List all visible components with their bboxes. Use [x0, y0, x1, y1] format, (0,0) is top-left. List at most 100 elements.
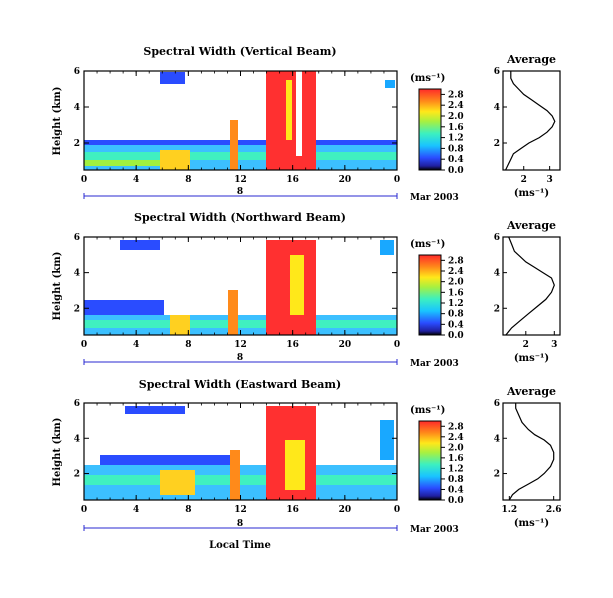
avg-y-tick-label: 6: [494, 233, 500, 243]
heatmap-field: [84, 240, 397, 335]
colorbar-tick-label: 1.6: [448, 288, 464, 298]
avg-y-tick-label: 2: [494, 470, 500, 480]
average-title: Average: [506, 385, 556, 398]
x-tick-label: 4: [133, 505, 139, 515]
colorbar-tick-label: 0.8: [448, 144, 464, 154]
x-tick-label: 16: [286, 505, 299, 515]
day-label: 8: [237, 353, 243, 363]
colorbar: (ms⁻¹) 0.00.40.81.21.62.02.42.8: [410, 73, 464, 176]
x-ticks: 0 4 8 12 16 20 0: [81, 71, 400, 185]
x-tick-label: 0: [81, 175, 87, 185]
colorbar-tick-label: 2.4: [448, 433, 464, 443]
boundary-layer-cyan: [84, 152, 397, 160]
band-cool-core: [286, 80, 292, 140]
average-profile-line: [505, 236, 555, 336]
colorbar-tick-label: 1.2: [448, 299, 464, 309]
colorbar-tick-label: 1.2: [448, 134, 464, 144]
avg-x-tick-label: 1.2: [501, 505, 517, 515]
boundary-layer-top: [84, 140, 397, 145]
x-tick-label: 0: [394, 175, 400, 185]
x-tick-label: 12: [234, 175, 247, 185]
average-xlabel: (ms⁻¹): [514, 353, 549, 364]
chart-title: Spectral Width (Eastward Beam): [139, 378, 341, 391]
y-axis-label: Height (km): [52, 252, 63, 321]
chart-title: Spectral Width (Northward Beam): [134, 211, 346, 224]
aloft-echo-1: [120, 240, 160, 250]
boundary-layer-top: [84, 300, 164, 315]
high-width-gap: [296, 71, 302, 156]
colorbar-tick-label: 0.8: [448, 475, 464, 485]
colorbar-tick-label: 0.4: [448, 155, 464, 165]
noon-cell: [230, 450, 240, 500]
colorbar: (ms⁻¹) 0.00.40.81.21.62.02.42.8: [410, 405, 464, 506]
avg-x-tick-label: 2: [521, 175, 527, 185]
day-axes: 8 Mar 2003 8 Mar 2003 8 Mar 2003: [83, 187, 459, 535]
colorbar-tick-label: 1.6: [448, 123, 464, 133]
low-width-band: [84, 160, 164, 166]
aloft-echo-1: [125, 406, 185, 414]
colorbar-gradient: [418, 254, 442, 336]
average-frame: [502, 236, 561, 336]
y-axis-label: Height (km): [52, 418, 63, 487]
y-ticks: 2 4 6: [74, 67, 397, 149]
x-tick-label: 0: [394, 505, 400, 515]
colorbar-tick-label: 2.4: [448, 101, 464, 111]
x-axis-label: Local Time: [209, 540, 271, 551]
x-ticks: 0 4 8 12 16 20 0: [81, 237, 400, 350]
date-label: Mar 2003: [410, 359, 459, 369]
avg-y-tick-label: 6: [494, 67, 500, 77]
aloft-echo-2: [385, 80, 395, 88]
colorbar-tick-label: 2.4: [448, 267, 464, 277]
y-tick-label: 2: [74, 470, 80, 480]
average-title: Average: [506, 53, 556, 66]
x-tick-label: 4: [133, 340, 139, 350]
x-tick-label: 8: [185, 175, 191, 185]
band-cool-core: [290, 255, 304, 315]
avg-x-tick-label: 2: [523, 340, 529, 350]
aloft-echo-1: [160, 72, 185, 84]
y-tick-label: 6: [74, 399, 80, 409]
colorbar-tick-label: 0.4: [448, 320, 464, 330]
colorbar-unit: (ms⁻¹): [410, 405, 445, 416]
chart-title: Spectral Width (Vertical Beam): [143, 45, 336, 58]
colorbar-unit: (ms⁻¹): [410, 73, 445, 84]
x-tick-label: 16: [286, 340, 299, 350]
colorbar-gradient: [418, 420, 442, 501]
x-tick-label: 16: [286, 175, 299, 185]
heatmap-field: [84, 406, 397, 500]
avg-x-tick-label: 2.6: [546, 505, 562, 515]
colorbar-tick-label: 2.8: [448, 422, 464, 432]
colorbar: (ms⁻¹) 0.00.40.81.21.62.02.42.8: [410, 239, 464, 341]
noon-cell: [230, 120, 238, 170]
x-tick-label: 8: [185, 340, 191, 350]
y-tick-label: 2: [74, 304, 80, 314]
average-xlabel: (ms⁻¹): [514, 518, 549, 529]
y-axis-label: Height (km): [52, 87, 63, 156]
average-xlabel: (ms⁻¹): [514, 188, 549, 199]
heatmap-field: [84, 71, 397, 170]
morning-warm-patch: [160, 470, 195, 495]
day-label: 8: [237, 519, 243, 529]
x-ticks: 0 4 8 12 16 20 0: [81, 403, 400, 515]
colorbar-gradient: [418, 88, 442, 171]
date-label: Mar 2003: [410, 193, 459, 203]
aloft-echo-2: [380, 420, 394, 460]
avg-y-tick-label: 2: [494, 139, 500, 149]
colorbar-unit: (ms⁻¹): [410, 239, 445, 250]
avg-y-tick-label: 6: [494, 399, 500, 409]
colorbar-tick-label: 1.6: [448, 454, 464, 464]
avg-y-tick-label: 4: [494, 103, 500, 113]
x-tick-label: 4: [133, 175, 139, 185]
average-panel: Average 2 4 6 2 3(ms⁻¹): [494, 219, 561, 364]
x-tick-label: 12: [234, 505, 247, 515]
avg-y-tick-label: 4: [494, 269, 500, 279]
avg-x-tick-label: 3: [547, 175, 553, 185]
aloft-echo-2: [380, 240, 394, 255]
y-ticks: 2 4 6: [74, 399, 397, 480]
noon-cell: [228, 290, 238, 335]
colorbar-tick-label: 2.0: [448, 112, 464, 122]
colorbar-tick-label: 2.0: [448, 443, 464, 453]
avg-y-tick-label: 2: [494, 304, 500, 314]
x-tick-label: 12: [234, 340, 247, 350]
